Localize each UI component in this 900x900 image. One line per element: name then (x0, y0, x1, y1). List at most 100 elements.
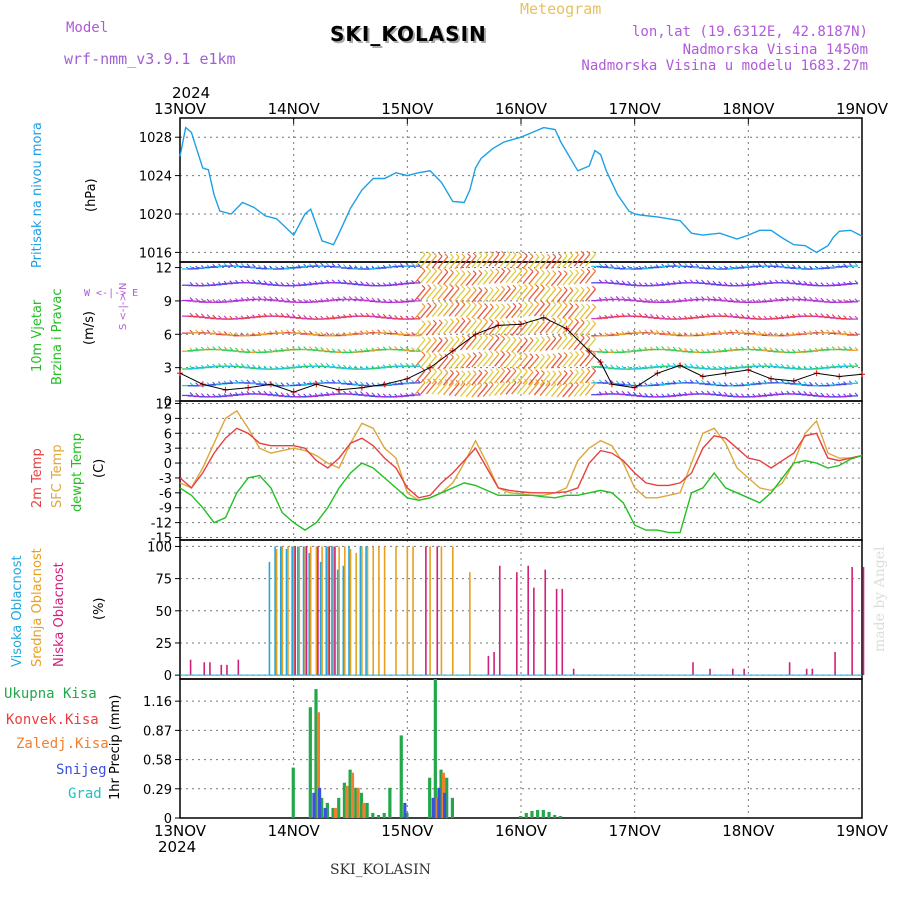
wind-barb-flag (432, 352, 437, 357)
wind-barb (459, 273, 471, 287)
wind-barb (550, 320, 562, 334)
elevation-label: Nadmorska Visina 1450m (682, 42, 868, 58)
wind-barb-flag (444, 284, 449, 288)
wind-barb (516, 355, 528, 369)
wind-barb (528, 271, 540, 285)
wind-barb-flag (484, 334, 488, 338)
wind-barb-flag (848, 346, 853, 351)
pressure-line (179, 126, 863, 254)
legend-total-precip: Ukupna Kisa (4, 686, 97, 702)
wind-barb (528, 303, 540, 317)
wind-barb-flag (438, 268, 443, 272)
wind-barb-flag (592, 303, 596, 308)
total-precip-bar (439, 769, 443, 818)
wind-barb (465, 255, 477, 269)
wind-barb-flag (291, 313, 296, 318)
wind-barb (471, 384, 483, 398)
wind-barb (442, 356, 454, 370)
wind-barb-flag (563, 286, 568, 291)
wind-barb-flag (257, 390, 262, 395)
wind-barb-flag (472, 317, 477, 322)
cloud-ytick-label: 75 (155, 573, 172, 588)
wind-barb-flag (218, 330, 222, 335)
wind-barb (459, 337, 471, 351)
total-precip-bar (320, 797, 324, 818)
wind-barb-flag (320, 331, 325, 336)
wind-barb (425, 255, 437, 269)
wind-barb-flag (512, 320, 517, 325)
wind-barb-flag (274, 281, 279, 286)
wind-barb-flag (592, 250, 596, 255)
wind-barb-flag (354, 265, 359, 269)
precip-ytick-label: 0.29 (143, 783, 172, 798)
wind-barb (539, 288, 551, 302)
wind-barb-flag (269, 391, 273, 395)
wind-barb (454, 303, 466, 317)
wind-barb (431, 271, 443, 284)
wind-barb (550, 355, 562, 369)
frozen-precip-bar (316, 712, 320, 818)
wind-barb-flag (495, 286, 500, 291)
wind-barb-flag (615, 279, 620, 284)
wind-barb-flag (308, 315, 313, 320)
wind-barb (442, 272, 454, 286)
wind-barb-flag (467, 352, 471, 357)
wind-barb-flag (257, 380, 262, 385)
wind-barb-flag (558, 334, 562, 339)
frozen-precip-bar (345, 785, 349, 818)
wind-barb (539, 303, 551, 317)
wind-barb-flag (644, 392, 649, 397)
precip-ytick-label: 0 (164, 812, 172, 827)
wind-ytick-label: 9 (164, 295, 172, 310)
wind-barb-flag (712, 280, 717, 285)
wind-barb-flag (348, 279, 353, 284)
wind-barb-flag (478, 317, 483, 322)
total-precip-bar (445, 777, 449, 818)
wind-barb-flag (575, 318, 579, 323)
wind-barb-flag (206, 329, 211, 334)
wind-barb-flag (291, 298, 296, 303)
wind-barb-flag (729, 297, 734, 302)
temp-ytick-label: 9 (164, 412, 172, 427)
wind-barb-flag (405, 346, 410, 351)
wind-barb-flag (797, 380, 802, 385)
wind-barb (516, 371, 528, 384)
wind-barb-flag (621, 380, 626, 385)
wind-barb-flag (837, 329, 842, 334)
wind-barb-flag (604, 263, 609, 268)
wind-barb-flag (326, 332, 330, 336)
wind-barb-flag (246, 348, 251, 353)
wind-barb-flag (523, 368, 528, 372)
wind-barb-flag (438, 368, 443, 373)
wind-barb-flag (786, 279, 791, 284)
wind-barb-flag (286, 313, 291, 317)
wind-barb-flag (489, 368, 494, 373)
precip-ytick-label: 1.16 (143, 695, 172, 710)
wind-barb-flag (814, 312, 819, 317)
wind-barb (556, 337, 568, 351)
temp-ytick-label: -15 (151, 532, 172, 547)
wind-barb-flag (365, 281, 370, 286)
wind-barb-flag (695, 279, 700, 284)
wind-barb-flag (689, 263, 694, 267)
wind-barb (550, 304, 562, 318)
wind-barb-flag (575, 351, 579, 355)
wind-barb-flag (360, 391, 364, 396)
wind-barb-flag (655, 298, 660, 303)
wind-barb-flag (529, 268, 534, 273)
wind-barb-flag (444, 253, 449, 258)
wind-barb-flag (472, 286, 477, 291)
wind-barb-flag (712, 390, 717, 395)
total-precip-bar (553, 814, 557, 818)
wind-barb-flag (200, 329, 205, 334)
wind-barb-flag (501, 303, 505, 308)
wind-barb-flag (592, 367, 596, 372)
wind-barb-flag (411, 331, 416, 336)
wind-barb-flag (667, 315, 671, 320)
wind-barb-flag (269, 296, 273, 301)
wind-barb (437, 339, 449, 353)
pressure-ytick-label: 1024 (139, 170, 172, 185)
wind-barb-flag (826, 298, 830, 303)
wind-barb-flag (552, 285, 557, 290)
wind-barb-flag (229, 362, 234, 367)
